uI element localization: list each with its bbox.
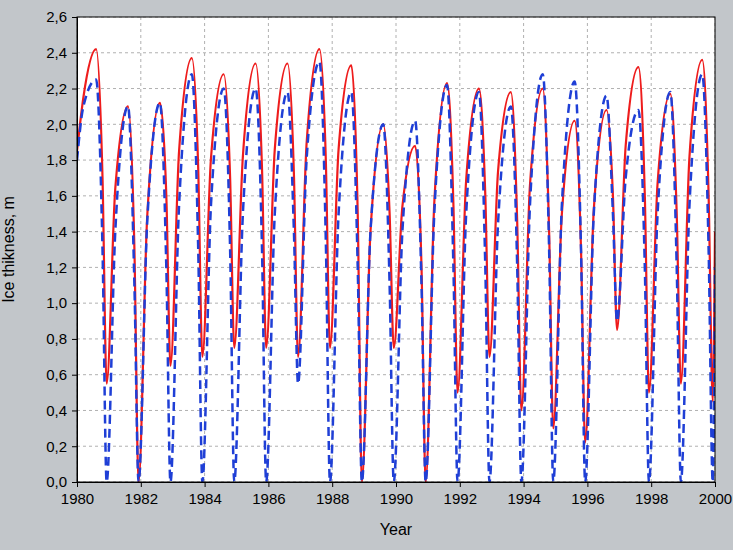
tick-mark — [268, 482, 269, 487]
y-tick: 1,4 — [46, 223, 77, 240]
plot-area — [77, 17, 715, 482]
y-tick: 1,2 — [46, 259, 77, 276]
x-tick: 1994 — [507, 482, 540, 507]
grid-line — [77, 160, 715, 161]
x-tick: 1992 — [444, 482, 477, 507]
tick-mark — [72, 196, 77, 197]
tick-label: 1,4 — [46, 223, 67, 240]
tick-label: 0,0 — [46, 473, 67, 490]
tick-label: 1,0 — [46, 294, 67, 311]
tick-label: 1992 — [444, 490, 477, 507]
tick-label: 2,4 — [46, 44, 67, 61]
y-tick: 2,4 — [46, 44, 77, 61]
series-group — [77, 49, 715, 482]
tick-mark — [72, 17, 77, 18]
tick-label: 2,2 — [46, 80, 67, 97]
tick-label: 1998 — [635, 490, 668, 507]
tick-mark — [72, 482, 77, 483]
tick-label: 1988 — [316, 490, 349, 507]
tick-mark — [72, 339, 77, 340]
tick-mark — [651, 482, 652, 487]
x-tick: 1988 — [316, 482, 349, 507]
tick-label: 1980 — [61, 490, 94, 507]
chart: 1980 1982 1984 1986 1988 1990 1992 1994 1996 1998… — [0, 0, 733, 550]
series-line — [77, 62, 715, 482]
x-tick: 1984 — [188, 482, 221, 507]
grid-line — [77, 267, 715, 268]
tick-label: 2,6 — [46, 8, 67, 25]
tick-mark — [715, 482, 716, 487]
grid-line — [77, 88, 715, 89]
y-tick: 1,8 — [46, 151, 77, 168]
tick-label: 0,8 — [46, 330, 67, 347]
tick-label: 1990 — [380, 490, 413, 507]
tick-mark — [72, 410, 77, 411]
tick-mark — [72, 267, 77, 268]
tick-label: 1982 — [125, 490, 158, 507]
y-tick: 0,4 — [46, 402, 77, 419]
tick-mark — [396, 482, 397, 487]
tick-mark — [72, 446, 77, 447]
y-tick: 1,0 — [46, 294, 77, 311]
tick-label: 0,6 — [46, 366, 67, 383]
x-axis-title: Year — [380, 521, 413, 538]
grid-line — [77, 124, 715, 125]
tick-label: 1984 — [188, 490, 221, 507]
grid-line — [268, 17, 269, 482]
y-tick: 2,6 — [46, 8, 77, 25]
grid — [77, 17, 715, 482]
tick-mark — [587, 482, 588, 487]
tick-label: 1,6 — [46, 187, 67, 204]
grid-line — [77, 195, 715, 196]
tick-mark — [72, 303, 77, 304]
tick-mark — [460, 482, 461, 487]
y-tick: 0,2 — [46, 438, 77, 455]
tick-mark — [524, 482, 525, 487]
x-tick: 1982 — [125, 482, 158, 507]
tick-label: 1,2 — [46, 259, 67, 276]
tick-mark — [72, 124, 77, 125]
tick-mark — [332, 482, 333, 487]
y-tick: 0,0 — [46, 473, 77, 490]
tick-mark — [141, 482, 142, 487]
y-axis-title: Ice thikness, m — [0, 196, 17, 303]
y-tick: 0,8 — [46, 330, 77, 347]
x-tick: 1996 — [571, 482, 604, 507]
x-tick: 1986 — [252, 482, 285, 507]
grid-line — [77, 231, 715, 232]
tick-label: 1986 — [252, 490, 285, 507]
grid-line — [77, 52, 715, 53]
tick-label: 0,4 — [46, 402, 67, 419]
x-tick: 1998 — [635, 482, 668, 507]
tick-label: 0,2 — [46, 438, 67, 455]
background — [0, 0, 733, 550]
tick-label: 2,0 — [46, 116, 67, 133]
y-tick: 2,0 — [46, 116, 77, 133]
y-tick: 0,6 — [46, 366, 77, 383]
y-tick: 1,6 — [46, 187, 77, 204]
tick-mark — [72, 89, 77, 90]
grid-line — [77, 374, 715, 375]
x-tick: 1990 — [380, 482, 413, 507]
series-line — [77, 49, 715, 482]
tick-mark — [72, 232, 77, 233]
tick-mark — [72, 53, 77, 54]
tick-label: 1,8 — [46, 151, 67, 168]
tick-label: 2000 — [699, 490, 732, 507]
tick-mark — [205, 482, 206, 487]
plot-frame — [77, 17, 715, 482]
x-axis: 1980 1982 1984 1986 1988 1990 1992 1994 1996 1998… — [61, 482, 732, 507]
axis-line — [72, 18, 78, 483]
y-axis: 0,0 0,2 0,4 0,6 0,8 1,0 1,2 1,4 1,6 1,8 2,0 2,2 2,4 2… — [46, 8, 77, 490]
axis-line — [78, 483, 716, 488]
tick-mark — [72, 160, 77, 161]
tick-label: 1994 — [507, 490, 540, 507]
y-tick: 2,2 — [46, 80, 77, 97]
x-tick: 2000 — [699, 482, 732, 507]
grid-line — [332, 17, 333, 482]
tick-label: 1996 — [571, 490, 604, 507]
tick-mark — [72, 375, 77, 376]
